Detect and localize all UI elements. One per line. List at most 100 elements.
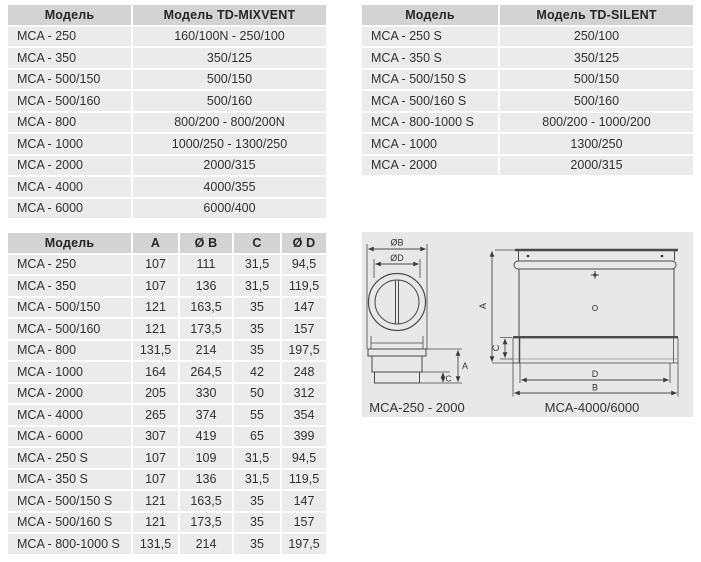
table-row: MCA - 800 131,5 214 35 197,5 xyxy=(8,340,326,360)
value-cell: 330 xyxy=(180,383,232,403)
silent-model-table: Модель Модель TD-SILENT MCA - 250 S 250/100… xyxy=(360,3,695,177)
table-row: MCA - 500/150 S 121 163,5 35 147 xyxy=(8,491,326,511)
value-cell: 350/125 xyxy=(500,48,693,68)
value-cell: 399 xyxy=(282,426,326,446)
value-cell: 147 xyxy=(282,491,326,511)
drawing-caption-left: MCA-250 - 2000 xyxy=(369,400,464,415)
value-cell: 500/160 xyxy=(500,91,693,111)
table-row: MCA - 6000 6000/400 xyxy=(8,198,326,218)
value-cell: 354 xyxy=(282,405,326,425)
mca-4000-6000-drawing xyxy=(489,248,679,397)
dim-label-c-right: C xyxy=(491,344,501,351)
value-cell: 1000/250 - 1300/250 xyxy=(133,134,326,154)
side-view-spigot xyxy=(374,371,420,384)
model-cell: MCA - 500/150 S xyxy=(8,491,131,511)
model-cell: MCA - 4000 xyxy=(8,405,131,425)
value-cell: 121 xyxy=(133,297,178,317)
value-cell: 197,5 xyxy=(282,340,326,360)
value-cell: 800/200 - 800/200N xyxy=(133,112,326,132)
value-cell: 35 xyxy=(234,534,280,554)
model-cell: MCA - 800 xyxy=(8,340,131,360)
table-row: MCA - 250 S 107 109 31,5 94,5 xyxy=(8,448,326,468)
model-cell: MCA - 500/160 xyxy=(8,91,131,111)
model-cell: MCA - 500/150 xyxy=(8,297,131,317)
table-row: MCA - 4000 4000/355 xyxy=(8,177,326,197)
value-cell: 264,5 xyxy=(180,362,232,382)
model-cell: MCA - 1000 xyxy=(8,362,131,382)
value-cell: 374 xyxy=(180,405,232,425)
value-cell: 136 xyxy=(180,276,232,296)
side-view-body xyxy=(371,355,423,373)
model-cell: MCA - 350 S xyxy=(362,48,498,68)
table-row: MCA - 1000 1000/250 - 1300/250 xyxy=(8,134,326,154)
drawing-caption-right: MCA-4000/6000 xyxy=(545,400,640,415)
value-cell: 2000/315 xyxy=(500,155,693,175)
value-cell: 94,5 xyxy=(282,448,326,468)
column-header: Модель xyxy=(8,233,131,253)
dim-label-ob: ØB xyxy=(390,238,403,248)
value-cell: 250/100 xyxy=(500,26,693,46)
inner-duct-circle xyxy=(374,279,420,325)
table-row: MCA - 6000 307 419 65 399 xyxy=(8,426,326,446)
value-cell: 119,5 xyxy=(282,469,326,489)
dimension-drawings-panel: ØB ØD A C MCA-250 - 2000 xyxy=(362,232,693,417)
value-cell: 164 xyxy=(133,362,178,382)
model-cell: MCA - 2000 xyxy=(8,155,131,175)
table-row: MCA - 350 107 136 31,5 119,5 xyxy=(8,276,326,296)
value-cell: 31,5 xyxy=(234,469,280,489)
value-cell: 419 xyxy=(180,426,232,446)
model-cell: MCA - 4000 xyxy=(8,177,131,197)
value-cell: 800/200 - 1000/200 xyxy=(500,112,693,132)
model-cell: MCA - 350 S xyxy=(8,469,131,489)
model-cell: MCA - 2000 xyxy=(362,155,498,175)
value-cell: 42 xyxy=(234,362,280,382)
header-row: Модель Модель TD-SILENT xyxy=(362,5,693,25)
model-cell: MCA - 250 S xyxy=(8,448,131,468)
value-cell: 2000/315 xyxy=(133,155,326,175)
column-header: C xyxy=(234,233,280,253)
model-cell: MCA - 350 xyxy=(8,48,131,68)
value-cell: 111 xyxy=(180,254,232,274)
value-cell: 107 xyxy=(133,448,178,468)
table-row: MCA - 250 S 250/100 xyxy=(362,26,693,46)
column-header: Модель TD-SILENT xyxy=(500,5,693,25)
value-cell: 35 xyxy=(234,340,280,360)
mixvent-model-table: Модель Модель TD-MIXVENT MCA - 250 160/100N… xyxy=(6,3,328,220)
value-cell: 214 xyxy=(180,534,232,554)
value-cell: 173,5 xyxy=(180,319,232,339)
table-row: MCA - 350 350/125 xyxy=(8,48,326,68)
value-cell: 31,5 xyxy=(234,276,280,296)
screw-dot xyxy=(526,254,530,258)
hole-marker xyxy=(592,305,598,311)
value-cell: 157 xyxy=(282,319,326,339)
value-cell: 307 xyxy=(133,426,178,446)
model-cell: MCA - 1000 xyxy=(8,134,131,154)
value-cell: 35 xyxy=(234,319,280,339)
dim-label-c-left: C xyxy=(446,374,452,384)
model-cell: MCA - 500/160 S xyxy=(362,91,498,111)
value-cell: 31,5 xyxy=(234,448,280,468)
technical-drawing: ØB ØD A C MCA-250 - 2000 xyxy=(366,238,679,415)
column-header: A xyxy=(133,233,178,253)
value-cell: 157 xyxy=(282,512,326,532)
value-cell: 147 xyxy=(282,297,326,317)
value-cell: 31,5 xyxy=(234,254,280,274)
value-cell: 205 xyxy=(133,383,178,403)
value-cell: 163,5 xyxy=(180,491,232,511)
table-row: MCA - 250 160/100N - 250/100 xyxy=(8,26,326,46)
table-row: MCA - 350 S 107 136 31,5 119,5 xyxy=(8,469,326,489)
table-row: MCA - 500/160 500/160 xyxy=(8,91,326,111)
table-row: MCA - 250 107 111 31,5 94,5 xyxy=(8,254,326,274)
side-view-flange xyxy=(367,348,427,357)
value-cell: 4000/355 xyxy=(133,177,326,197)
value-cell: 121 xyxy=(133,319,178,339)
model-cell: MCA - 1000 xyxy=(362,134,498,154)
model-cell: MCA - 250 xyxy=(8,254,131,274)
model-cell: MCA - 800-1000 S xyxy=(362,112,498,132)
model-cell: MCA - 6000 xyxy=(8,426,131,446)
dim-label-a-right: A xyxy=(478,303,488,309)
table-row: MCA - 500/160 S 121 173,5 35 157 xyxy=(8,512,326,532)
value-cell: 131,5 xyxy=(133,340,178,360)
